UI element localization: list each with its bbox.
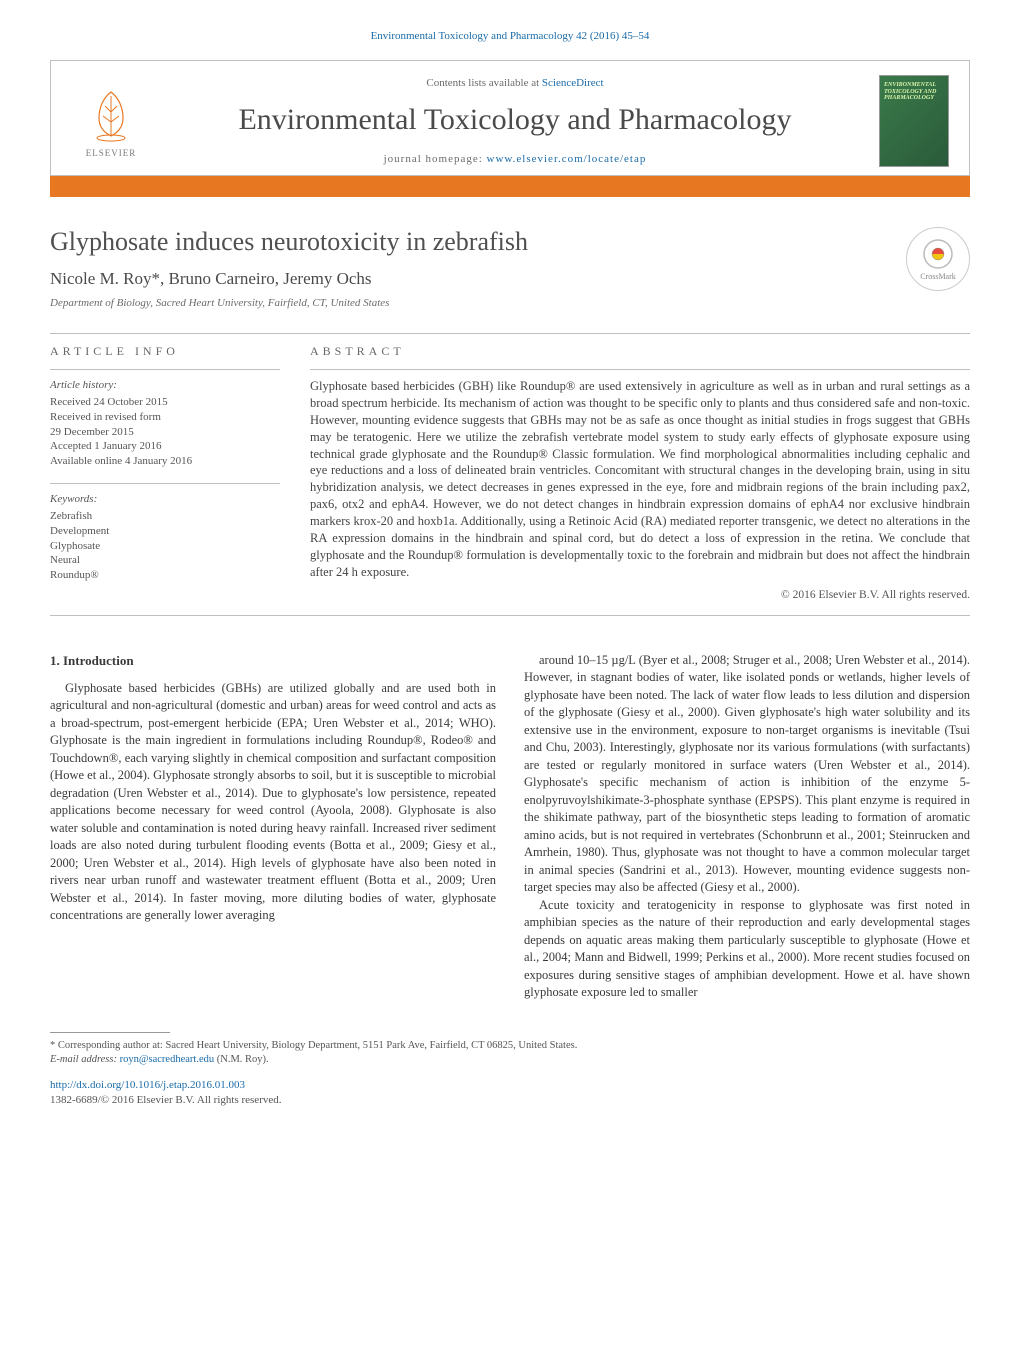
homepage-link[interactable]: www.elsevier.com/locate/etap [487, 153, 647, 165]
homepage-line: journal homepage: www.elsevier.com/locat… [171, 153, 859, 165]
publisher-name: ELSEVIER [86, 148, 137, 158]
intro-heading: 1. Introduction [50, 652, 496, 670]
history-line: Received in revised form [50, 410, 280, 425]
crossmark-badge[interactable]: CrossMark [906, 227, 970, 291]
keyword: Roundup® [50, 568, 280, 583]
abstract-copyright: © 2016 Elsevier B.V. All rights reserved… [310, 589, 970, 601]
meta-center: Contents lists available at ScienceDirec… [171, 77, 859, 165]
keyword: Zebrafish [50, 509, 280, 524]
history-line: Available online 4 January 2016 [50, 454, 280, 469]
keyword: Glyphosate [50, 539, 280, 554]
crossmark-icon [922, 238, 954, 270]
article-info-column: article info Article history: Received 2… [50, 344, 280, 601]
contents-available: Contents lists available at ScienceDirec… [171, 77, 859, 89]
header-citation[interactable]: Environmental Toxicology and Pharmacolog… [50, 30, 970, 42]
abstract-label: abstract [310, 344, 970, 359]
affiliation: Department of Biology, Sacred Heart Univ… [50, 297, 906, 309]
journal-meta-box: ELSEVIER Contents lists available at Sci… [50, 60, 970, 176]
sciencedirect-link[interactable]: ScienceDirect [542, 77, 604, 89]
issn-line: 1382-6689/© 2016 Elsevier B.V. All right… [50, 1093, 970, 1108]
keyword: Neural [50, 553, 280, 568]
keywords-title: Keywords: [50, 492, 280, 507]
rule-info [50, 369, 280, 370]
history-title: Article history: [50, 378, 280, 393]
email-suffix: (N.M. Roy). [214, 1054, 269, 1065]
accent-bar [50, 175, 970, 197]
rule-top [50, 333, 970, 334]
info-abstract-row: article info Article history: Received 2… [50, 344, 970, 601]
journal-cover-thumb: ENVIRONMENTAL TOXICOLOGY AND PHARMACOLOG… [879, 75, 949, 167]
history-block: Article history: Received 24 October 201… [50, 378, 280, 469]
homepage-prefix: journal homepage: [384, 153, 487, 165]
article-header: Glyphosate induces neurotoxicity in zebr… [50, 227, 970, 325]
rule-abs [310, 369, 970, 370]
author-list: Nicole M. Roy*, Bruno Carneiro, Jeremy O… [50, 269, 906, 289]
body-columns: 1. Introduction Glyphosate based herbici… [50, 652, 970, 1002]
abstract-text: Glyphosate based herbicides (GBH) like R… [310, 378, 970, 581]
crossmark-label: CrossMark [920, 272, 956, 281]
rule-bottom [50, 615, 970, 616]
body-paragraph: Glyphosate based herbicides (GBHs) are u… [50, 680, 496, 925]
history-line: 29 December 2015 [50, 425, 280, 440]
keywords-block: Keywords: Zebrafish Development Glyphosa… [50, 492, 280, 583]
rule-kw [50, 483, 280, 484]
history-line: Received 24 October 2015 [50, 395, 280, 410]
abstract-column: abstract Glyphosate based herbicides (GB… [310, 344, 970, 601]
journal-title: Environmental Toxicology and Pharmacolog… [171, 103, 859, 137]
contents-prefix: Contents lists available at [426, 77, 541, 89]
email-line: E-mail address: royn@sacredheart.edu (N.… [50, 1053, 970, 1068]
info-label: article info [50, 344, 280, 359]
elsevier-tree-icon [83, 84, 139, 146]
doi-link[interactable]: http://dx.doi.org/10.1016/j.etap.2016.01… [50, 1078, 970, 1093]
footnote-rule [50, 1032, 170, 1033]
footer: * Corresponding author at: Sacred Heart … [50, 1032, 970, 1109]
corresponding-author: * Corresponding author at: Sacred Heart … [50, 1039, 970, 1054]
body-col-right: around 10–15 µg/L (Byer et al., 2008; St… [524, 652, 970, 1002]
body-col-left: 1. Introduction Glyphosate based herbici… [50, 652, 496, 1002]
cover-title: ENVIRONMENTAL TOXICOLOGY AND PHARMACOLOG… [884, 82, 944, 102]
body-paragraph: Acute toxicity and teratogenicity in res… [524, 897, 970, 1002]
history-line: Accepted 1 January 2016 [50, 439, 280, 454]
article-title: Glyphosate induces neurotoxicity in zebr… [50, 227, 906, 257]
email-link[interactable]: royn@sacredheart.edu [120, 1054, 215, 1065]
email-label: E-mail address: [50, 1054, 120, 1065]
elsevier-logo: ELSEVIER [71, 76, 151, 166]
keyword: Development [50, 524, 280, 539]
body-paragraph: around 10–15 µg/L (Byer et al., 2008; St… [524, 652, 970, 897]
